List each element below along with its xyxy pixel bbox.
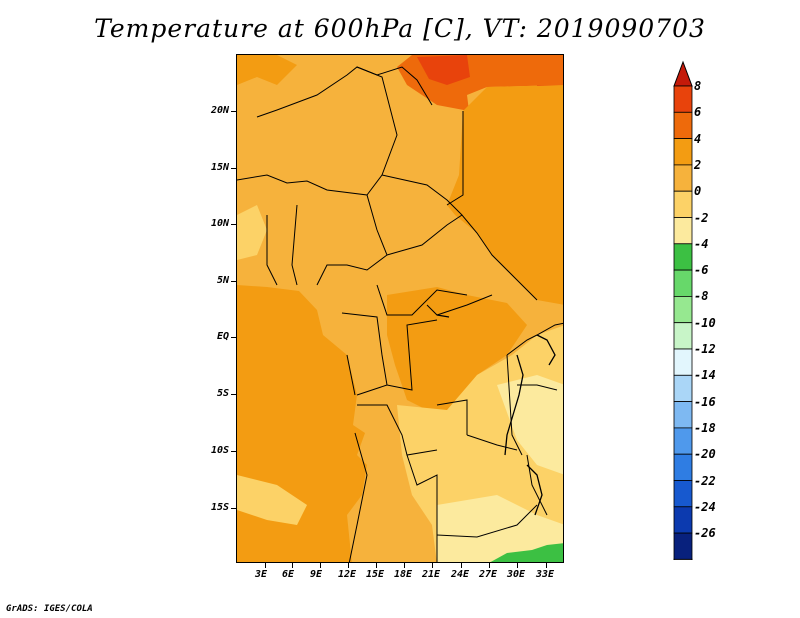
lon-tick (489, 563, 490, 568)
colorbar-label: -20 (694, 447, 716, 462)
contour-m2-m4-region (497, 375, 563, 475)
contour-2-4-region-north (237, 55, 297, 85)
lat-tick-label: 10S (210, 445, 229, 456)
colorbar-swatch (673, 453, 693, 481)
lat-tick-label: 5S (216, 388, 229, 399)
colorbar-swatch (673, 532, 693, 560)
map-plot-area (236, 54, 564, 563)
map-title: Temperature at 600hPa [C], VT: 201909070… (94, 14, 706, 43)
lat-tick-label: 10N (210, 218, 229, 229)
contour-m4-m6-region (490, 543, 563, 562)
lon-tick (404, 563, 405, 568)
lakes-outlines (436, 314, 556, 516)
contour-2-4-region-east (447, 85, 563, 305)
lon-tick-label: 27E (479, 569, 498, 580)
colorbar-swatch (673, 322, 693, 350)
colorbar-swatch (673, 401, 693, 429)
country-borders (237, 66, 563, 562)
colorbar-label: -2 (694, 210, 709, 225)
colorbar-label: 0 (694, 184, 702, 199)
colorbar-label: 4 (694, 131, 702, 146)
lon-tick (265, 563, 266, 568)
colorbar-label: -26 (694, 526, 716, 541)
lat-tick (231, 337, 236, 338)
colorbar-swatch (673, 85, 693, 113)
colorbar-swatch (673, 243, 693, 271)
contour-0-m2-region-sw (237, 475, 307, 525)
lon-tick-label: 3E (255, 569, 268, 580)
colorbar-swatch (673, 506, 693, 534)
lat-tick (231, 451, 236, 452)
lon-tick-label: 21E (422, 569, 441, 580)
lat-tick-label: EQ (216, 331, 229, 342)
contour-m2-m4-region-s (437, 495, 563, 562)
lon-tick (461, 563, 462, 568)
colorbar (673, 60, 693, 585)
lon-tick-label: 9E (310, 569, 323, 580)
contour-0-m2-region-nw (237, 205, 267, 260)
contour-2-4-region-central (387, 287, 527, 415)
contour-2-4-region-west (237, 285, 367, 562)
colorbar-swatch (673, 348, 693, 376)
colorbar-label: -22 (694, 473, 716, 488)
lon-tick-label: 18E (394, 569, 413, 580)
colorbar-under-triangle (673, 558, 693, 585)
lon-tick (432, 563, 433, 568)
temperature-field-map (237, 55, 563, 562)
colorbar-label: -12 (694, 342, 716, 356)
colorbar-label: -6 (694, 263, 709, 278)
colorbar-swatch (673, 111, 693, 139)
lat-tick (231, 281, 236, 282)
contour-6-8-region-n (417, 55, 470, 85)
colorbar-over-triangle (673, 60, 693, 87)
lat-tick (231, 224, 236, 225)
lat-tick (231, 168, 236, 169)
lon-tick (348, 563, 349, 568)
colorbar-swatch (673, 295, 693, 324)
colorbar-label: -8 (694, 289, 709, 304)
colorbar-swatch (673, 164, 693, 192)
lat-tick-label: 5N (216, 275, 229, 286)
lon-tick-label: 6E (282, 569, 295, 580)
colorbar-label: -24 (694, 499, 716, 514)
colorbar-label: 6 (694, 105, 702, 120)
colorbar-swatch (673, 138, 693, 166)
colorbar-swatch (673, 217, 693, 245)
lat-tick-label: 15S (210, 502, 229, 513)
lon-tick (292, 563, 293, 568)
credit-text: GrADS: IGES/COLA (6, 604, 93, 614)
colorbar-label: -4 (694, 236, 709, 251)
lat-tick (231, 111, 236, 112)
colorbar-label: -10 (694, 315, 716, 330)
lon-tick-label: 30E (507, 569, 526, 580)
lat-tick-label: 15N (210, 162, 229, 173)
colorbar-swatch (673, 427, 693, 455)
colorbar-swatch (673, 190, 693, 218)
lon-tick (517, 563, 518, 568)
lat-tick-label: 20N (210, 105, 229, 116)
lon-tick-label: 12E (338, 569, 357, 580)
colorbar-label: 2 (694, 157, 702, 172)
lat-tick (231, 508, 236, 509)
colorbar-label: 8 (694, 79, 702, 93)
lon-tick-label: 24E (451, 569, 470, 580)
colorbar-swatch (673, 480, 693, 508)
colorbar-label: -16 (694, 394, 716, 409)
lon-tick-label: 15E (366, 569, 385, 580)
colorbar-legend: 8 6 4 2 0 -2 -4 -6 -8 -10 -12 -14 -16 -18 -20 -22 -24 -26 (672, 60, 716, 585)
lon-tick-label: 33E (536, 569, 555, 580)
colorbar-swatch (673, 374, 693, 402)
colorbar-label: -14 (694, 368, 716, 383)
colorbar-label: -18 (694, 420, 716, 435)
lat-tick (231, 394, 236, 395)
lon-tick (320, 563, 321, 568)
lon-tick (376, 563, 377, 568)
colorbar-swatch (673, 269, 693, 297)
lon-tick (546, 563, 547, 568)
